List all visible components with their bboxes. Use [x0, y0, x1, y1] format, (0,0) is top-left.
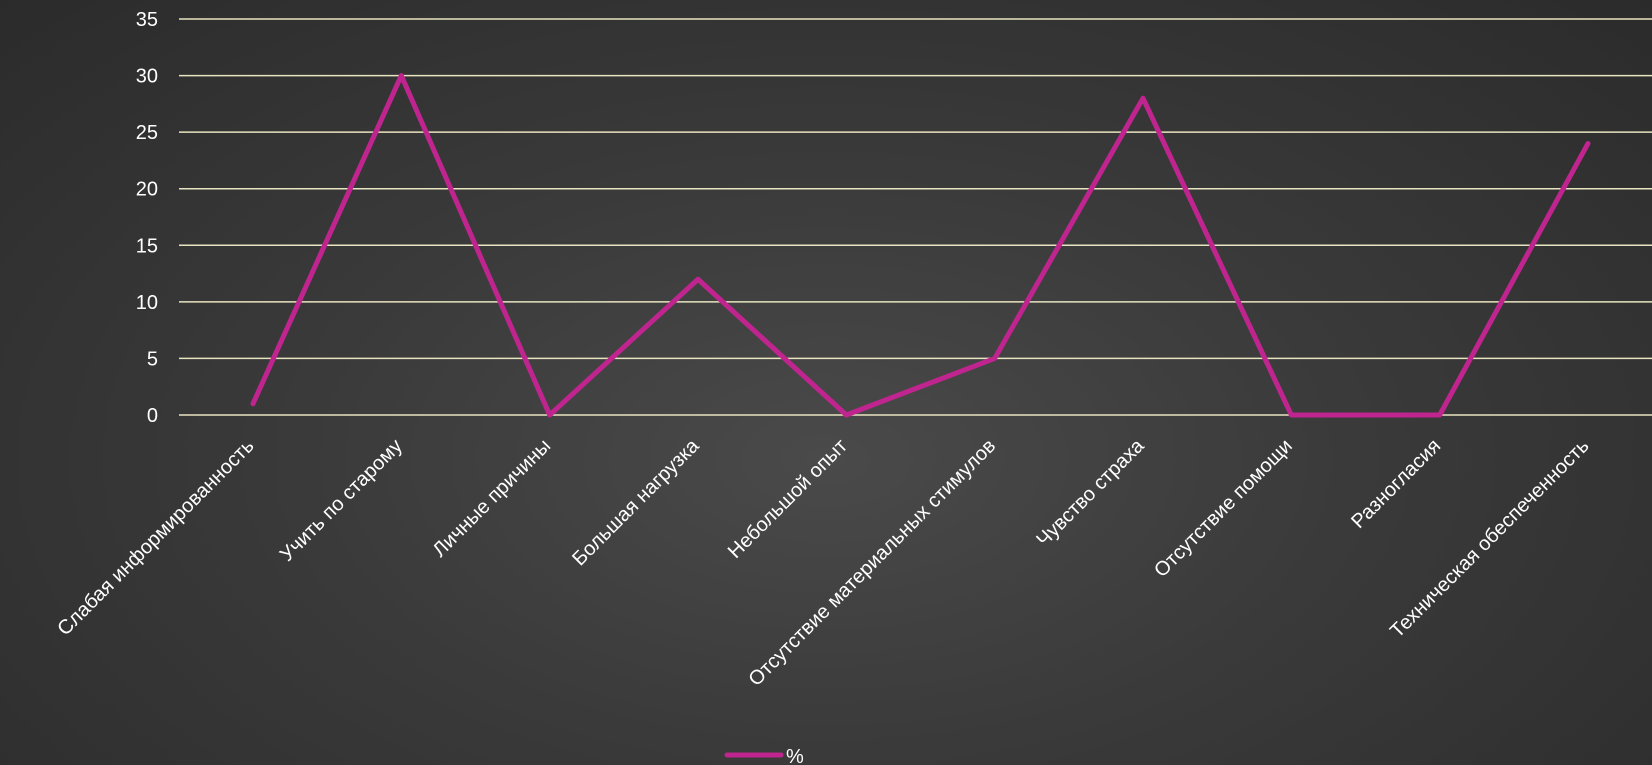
x-axis-category-labels: Слабая информированность Учить по старому… — [53, 434, 1593, 690]
y-tick-label: 30 — [136, 66, 158, 88]
x-category-label: Чувство страха — [1032, 434, 1149, 551]
x-category-label: Разногласия — [1347, 435, 1445, 533]
y-axis-ticks: 0 5 10 15 20 25 30 35 — [136, 9, 158, 427]
legend-label: % — [786, 746, 804, 765]
series-line — [250, 73, 1591, 418]
x-category-label: Учить по старому — [276, 435, 407, 566]
y-tick-label: 0 — [147, 405, 158, 427]
y-tick-label: 35 — [136, 9, 158, 31]
y-tick-label: 20 — [136, 179, 158, 201]
x-category-label: Небольшой опыт — [724, 435, 852, 563]
y-tick-label: 15 — [136, 235, 158, 257]
x-category-label: Слабая информированность — [53, 435, 258, 640]
x-category-label: Большая нагрузка — [568, 434, 704, 570]
x-category-label: Отсутствие помощи — [1150, 435, 1297, 582]
x-category-label: Личные причины — [429, 435, 556, 562]
y-tick-label: 25 — [136, 122, 158, 144]
x-category-label: Отсутствие материальных стимулов — [745, 435, 1001, 691]
y-tick-label: 10 — [136, 292, 158, 314]
series-layer — [250, 73, 1591, 418]
y-tick-label: 5 — [147, 348, 158, 370]
legend: % — [724, 746, 804, 765]
